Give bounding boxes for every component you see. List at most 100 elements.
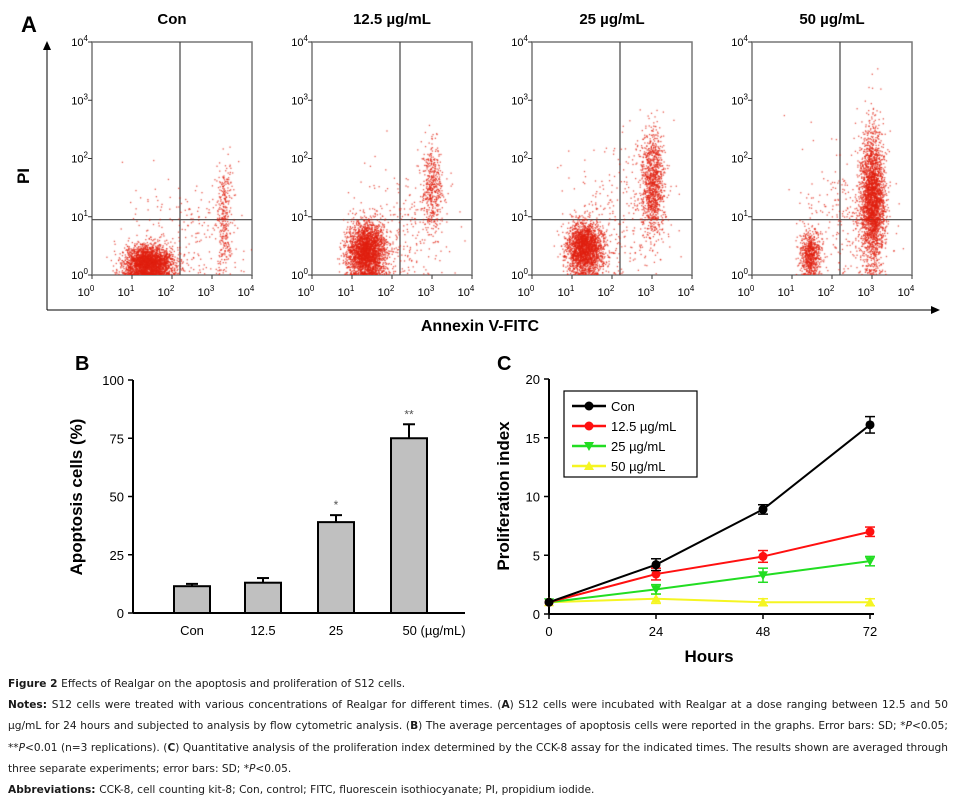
y-tick-label: 75 bbox=[110, 431, 124, 446]
x-tick-label: 25 bbox=[329, 623, 343, 638]
y-tick-label: 0 bbox=[117, 606, 124, 621]
legend-label: 25 µg/mL bbox=[611, 439, 665, 454]
x-tick-label: 103 bbox=[638, 284, 655, 299]
series-line bbox=[548, 424, 871, 604]
y-tick-label: 100 bbox=[71, 267, 88, 282]
data-point bbox=[651, 585, 661, 595]
y-tick-label: 10 bbox=[526, 490, 540, 505]
x-tick-label: 104 bbox=[678, 284, 695, 299]
caption-text: <0.05. bbox=[255, 762, 292, 775]
series-line bbox=[548, 560, 871, 604]
plot-title: Con bbox=[157, 11, 186, 28]
panel-b-bar-chart: 0 25 50 75 100 Apoptosis cells (%) Con 12.5 * 25 *… bbox=[67, 373, 466, 638]
data-point bbox=[758, 551, 768, 561]
x-tick-label: 101 bbox=[118, 284, 135, 299]
y-tick-label: 100 bbox=[511, 267, 528, 282]
y-tick-label: 103 bbox=[291, 92, 308, 107]
panel-a-label: A bbox=[21, 12, 37, 37]
x-axis-label: Annexin V-FITC bbox=[421, 318, 540, 335]
x-tick-label: 101 bbox=[558, 284, 575, 299]
x-tick-label: 100 bbox=[78, 284, 95, 299]
series-line bbox=[548, 597, 870, 604]
x-tick-label: 24 bbox=[649, 624, 663, 639]
y-tick-label: 5 bbox=[533, 548, 540, 563]
x-tick-label: 101 bbox=[778, 284, 795, 299]
caption-text: Notes: bbox=[8, 699, 52, 712]
y-tick-label: 0 bbox=[533, 607, 540, 622]
caption-text: Abbreviations: bbox=[8, 784, 100, 797]
caption-text: ) The average percentages of apoptosis c… bbox=[418, 720, 906, 733]
x-tick-label: 101 bbox=[338, 284, 355, 299]
legend-marker bbox=[584, 401, 594, 411]
y-tick-label: 100 bbox=[102, 373, 124, 388]
panel-b-label: B bbox=[75, 353, 90, 375]
caption-text: <0.05; ** bbox=[8, 720, 948, 754]
x-tick-label: 12.5 bbox=[250, 623, 275, 638]
caption-text: ) S12 cells were incubated with Realgar … bbox=[8, 699, 949, 733]
x-tick-label: 102 bbox=[818, 284, 835, 299]
legend-marker bbox=[584, 421, 594, 431]
bar bbox=[390, 437, 428, 614]
y-tick-label: 101 bbox=[291, 209, 308, 224]
caption-text: P bbox=[905, 720, 912, 733]
flow-scatter-dots bbox=[532, 42, 692, 275]
x-tick-label: 72 bbox=[863, 624, 877, 639]
y-tick-label: 103 bbox=[71, 92, 88, 107]
caption-text: Effects of Realgar on the apoptosis and … bbox=[61, 678, 406, 690]
x-tick-label: 102 bbox=[378, 284, 395, 299]
caption-text: A bbox=[501, 699, 510, 712]
data-point bbox=[651, 593, 661, 603]
y-tick-label: 103 bbox=[731, 92, 748, 107]
y-tick-label: 50 bbox=[110, 490, 124, 505]
y-axis-label: PI bbox=[14, 168, 33, 184]
data-point bbox=[865, 597, 875, 607]
significance-marker: * bbox=[334, 498, 339, 512]
x-tick-label: 102 bbox=[598, 284, 615, 299]
bar bbox=[317, 521, 355, 615]
caption-text: <0.01 (n=3 replications). ( bbox=[24, 741, 168, 754]
y-tick-label: 104 bbox=[71, 34, 88, 49]
caption-abbreviations: Abbreviations: CCK-8, cell counting kit-… bbox=[8, 780, 948, 801]
x-tick-label: 104 bbox=[898, 284, 915, 299]
data-point bbox=[544, 597, 554, 607]
x-tick-label: 102 bbox=[158, 284, 175, 299]
x-tick-label: 50 (µg/mL) bbox=[402, 623, 465, 638]
data-point bbox=[651, 569, 661, 579]
plot-title: 25 µg/mL bbox=[579, 11, 644, 28]
x-tick-label: 103 bbox=[418, 284, 435, 299]
y-tick-label: 104 bbox=[291, 34, 308, 49]
legend-label: 12.5 µg/mL bbox=[611, 419, 676, 434]
x-tick-label: 100 bbox=[738, 284, 755, 299]
y-tick-label: 103 bbox=[511, 92, 528, 107]
y-tick-label: 101 bbox=[511, 209, 528, 224]
data-point bbox=[865, 420, 875, 430]
y-tick-label: 101 bbox=[71, 209, 88, 224]
x-tick-label: 0 bbox=[545, 624, 552, 639]
bar bbox=[173, 585, 211, 615]
caption-text: CCK-8, cell counting kit-8; Con, control… bbox=[99, 784, 595, 797]
x-tick-label: 103 bbox=[858, 284, 875, 299]
y-tick-label: 102 bbox=[71, 151, 88, 166]
arrow-right-icon bbox=[931, 306, 940, 314]
data-point bbox=[865, 527, 875, 537]
legend-label: 50 µg/mL bbox=[611, 459, 665, 474]
panel-c-line-chart: 0 5 10 15 20 0 24 48 72 Hours Proliferation index C… bbox=[494, 372, 877, 666]
data-point bbox=[758, 504, 768, 514]
legend-marker bbox=[584, 442, 594, 451]
y-tick-label: 102 bbox=[291, 151, 308, 166]
caption-text: P bbox=[249, 762, 256, 775]
data-point bbox=[865, 557, 875, 567]
caption-text: S12 cells were treated with various conc… bbox=[51, 699, 502, 712]
series-line bbox=[548, 530, 871, 604]
caption-text: ) Quantitative analysis of the prolifera… bbox=[8, 741, 948, 775]
bar bbox=[244, 581, 282, 615]
caption-notes: Notes: S12 cells were treated with vario… bbox=[8, 695, 948, 780]
x-tick-label: 103 bbox=[198, 284, 215, 299]
plot-title: 12.5 µg/mL bbox=[353, 11, 431, 28]
data-point bbox=[758, 597, 768, 607]
caption-title: Figure 2 Effects of Realgar on the apopt… bbox=[8, 674, 948, 695]
y-tick-label: 102 bbox=[511, 151, 528, 166]
x-tick-label: 100 bbox=[298, 284, 315, 299]
y-tick-label: 102 bbox=[731, 151, 748, 166]
significance-marker: ** bbox=[404, 407, 414, 421]
